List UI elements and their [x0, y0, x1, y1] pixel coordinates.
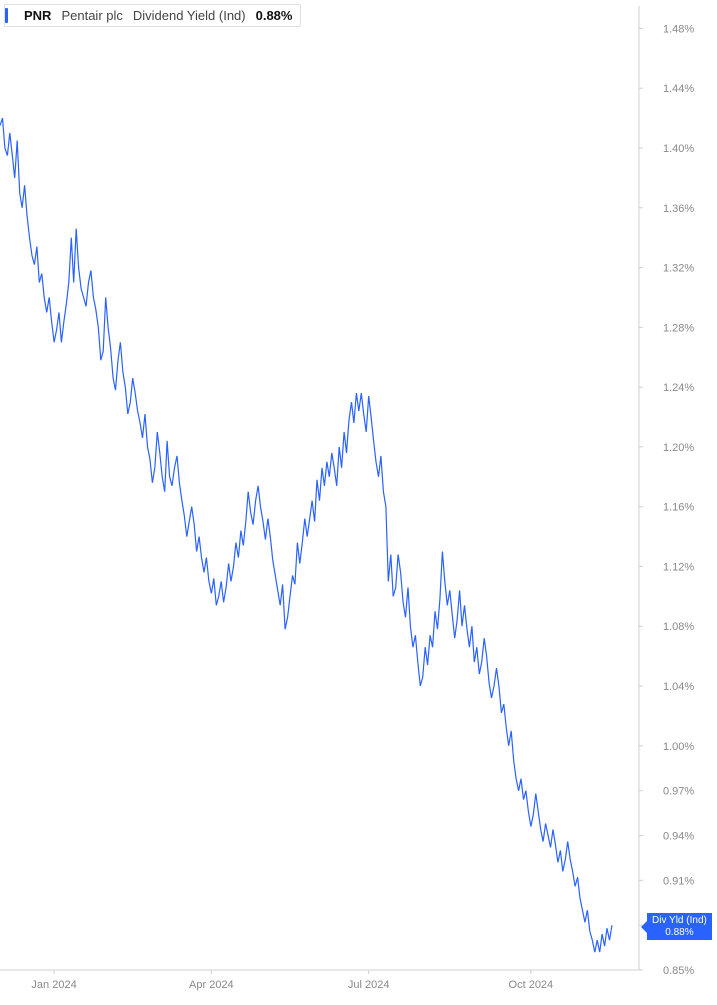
- y-tick-label: 1.32%: [663, 263, 694, 275]
- y-tick-label: 0.94%: [663, 830, 694, 842]
- last-value-flag: Div Yld (Ind) 0.88%: [647, 913, 712, 940]
- flag-label: Div Yld (Ind): [652, 915, 707, 927]
- y-tick-label: 1.28%: [663, 322, 694, 334]
- x-tick-label: Jul 2024: [348, 979, 390, 991]
- series-line: [0, 118, 612, 952]
- y-tick-label: 1.36%: [663, 203, 694, 215]
- y-tick-label: 0.91%: [663, 875, 694, 887]
- y-tick-label: 1.16%: [663, 502, 694, 514]
- x-tick-label: Jan 2024: [31, 979, 76, 991]
- y-tick-label: 1.40%: [663, 143, 694, 155]
- chart-canvas[interactable]: 1.48% 1.44% 1.40% 1.36% 1.32% 1.28% 1.24% 1.20%…: [0, 0, 717, 1005]
- y-tick-label: 1.48%: [663, 23, 694, 35]
- y-tick-label: 1.04%: [663, 681, 694, 693]
- x-tick-label: Oct 2024: [509, 979, 554, 991]
- y-tick-label: 1.08%: [663, 621, 694, 633]
- x-tick-label: Apr 2024: [189, 979, 234, 991]
- y-tick-label: 1.00%: [663, 741, 694, 753]
- y-tick-label: 1.20%: [663, 442, 694, 454]
- y-tick-label: 0.97%: [663, 786, 694, 798]
- y-tick-label: 1.12%: [663, 561, 694, 573]
- y-tick-label: 0.85%: [663, 965, 694, 977]
- y-tick-label: 1.24%: [663, 382, 694, 394]
- flag-value: 0.88%: [652, 927, 707, 939]
- y-tick-label: 1.44%: [663, 83, 694, 95]
